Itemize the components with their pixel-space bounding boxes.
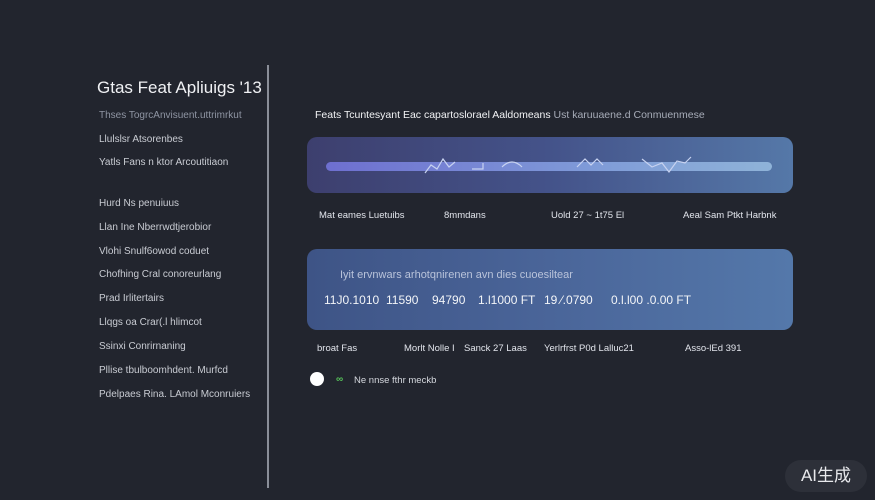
link-check-icon: ∞ — [336, 374, 344, 385]
sidebar-item[interactable]: Llqgs oa Crar(.l hlimcot — [99, 317, 202, 328]
value: 94790 — [432, 293, 466, 307]
panel1-label: 8mmdans — [444, 210, 486, 221]
waveform-svg — [424, 156, 692, 174]
panel2-label: Morlt Nolle I — [404, 343, 455, 354]
sidebar-item[interactable]: Llan Ine Nberrwdtjerobior — [99, 222, 212, 233]
toggle-switch[interactable] — [310, 372, 324, 386]
sidebar-item[interactable]: Pdelpaes Rina. LAmol Mconruiers — [99, 389, 251, 400]
value: 11J0.1010 — [324, 293, 380, 307]
sidebar-item[interactable]: Llulslsr Atsorenbes — [99, 134, 183, 145]
sidebar-divider — [267, 65, 269, 488]
sidebar-item[interactable]: Vlohi Snulf6owod coduet — [99, 246, 210, 257]
heading-suffix: Ust karuuaene.d Conmuenmese — [553, 109, 705, 121]
app-title: Gtas Feat Apliuigs '13 — [97, 78, 262, 97]
waveform-line — [424, 156, 692, 174]
values-panel: Iyit ervnwars arhotqnirenen avn dies cuo… — [307, 249, 793, 330]
value: 19 ⁄.0790 — [544, 293, 593, 307]
panel1-label: Mat eames Luetuibs — [319, 210, 405, 221]
panel2-label: Sanck 27 Laas — [464, 343, 527, 354]
waveform-track[interactable] — [326, 162, 772, 171]
sidebar-item[interactable]: Prad Irlitertairs — [99, 293, 165, 304]
value: 0.l.l00 .0.00 FT — [611, 293, 692, 307]
status-text: Ne nnse fthr meckb — [354, 375, 437, 386]
sidebar-item[interactable]: Pllise tbulboomhdent. Murfcd — [99, 365, 228, 376]
sidebar-item[interactable]: Ssinxi Conrirnaning — [99, 341, 186, 352]
panel2-label: broat Fas — [317, 343, 358, 354]
panel1-label: Uold 27 ~ 1t75 El — [551, 210, 625, 221]
sidebar-item[interactable]: Chofhing Cral conoreurlang — [99, 269, 222, 280]
value: 11590 — [386, 293, 419, 307]
ai-generated-watermark: AI生成 — [785, 460, 867, 492]
values-subtitle: Iyit ervnwars arhotqnirenen avn dies cuo… — [340, 269, 573, 281]
sidebar-subtitle: Thses TogrcAnvisuent.uttrimrkut — [99, 110, 242, 121]
heading-text: Feats Tcuntesyant Eac capartoslorael Aal… — [315, 109, 551, 121]
sidebar-item[interactable]: Yatls Fans n ktor Arcoutitiaon — [99, 157, 229, 168]
panel2-label: Asso-lEd 391 — [685, 343, 742, 354]
waveform-panel — [307, 137, 793, 193]
section-heading: Feats Tcuntesyant Eac capartoslorael Aal… — [315, 109, 705, 121]
sidebar-item[interactable]: Hurd Ns penuiuus — [99, 198, 180, 209]
value: 1.l1000 FT — [478, 293, 536, 307]
panel2-label: Yerlrfrst P0d Lalluc21 — [544, 343, 634, 354]
panel1-label: Aeal Sam Ptkt Harbnk — [683, 210, 777, 221]
